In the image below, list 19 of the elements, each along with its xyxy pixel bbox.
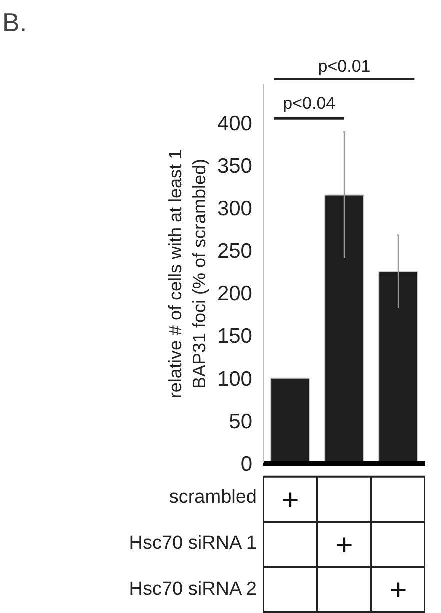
- text: +: [282, 484, 300, 517]
- text: +: [390, 574, 408, 608]
- annotation: p<0.04: [283, 94, 336, 113]
- text: scrambled: [168, 486, 258, 510]
- y-tick-label: 0: [240, 453, 253, 476]
- y-tick-label: 300: [217, 197, 253, 220]
- text: Hsc70 siRNA 1: [128, 532, 258, 556]
- y-tick-label: 350: [217, 154, 253, 178]
- y-tick-label: 250: [217, 240, 253, 264]
- y-tick-label: 150: [217, 325, 253, 348]
- y-tick-label: 200: [217, 282, 253, 306]
- text: B.: [2, 8, 28, 38]
- y-axis-title: relative # of cells with at least 1 BAP31 foci (% of scrambled): [165, 149, 210, 399]
- y-tick-label: 50: [229, 410, 252, 434]
- y-tick-label: 100: [217, 368, 253, 391]
- text: p<0.01: [318, 57, 371, 76]
- y-tick-label: 400: [217, 112, 253, 136]
- text: +: [336, 529, 354, 562]
- text: Hsc70 siRNA 2: [128, 578, 258, 602]
